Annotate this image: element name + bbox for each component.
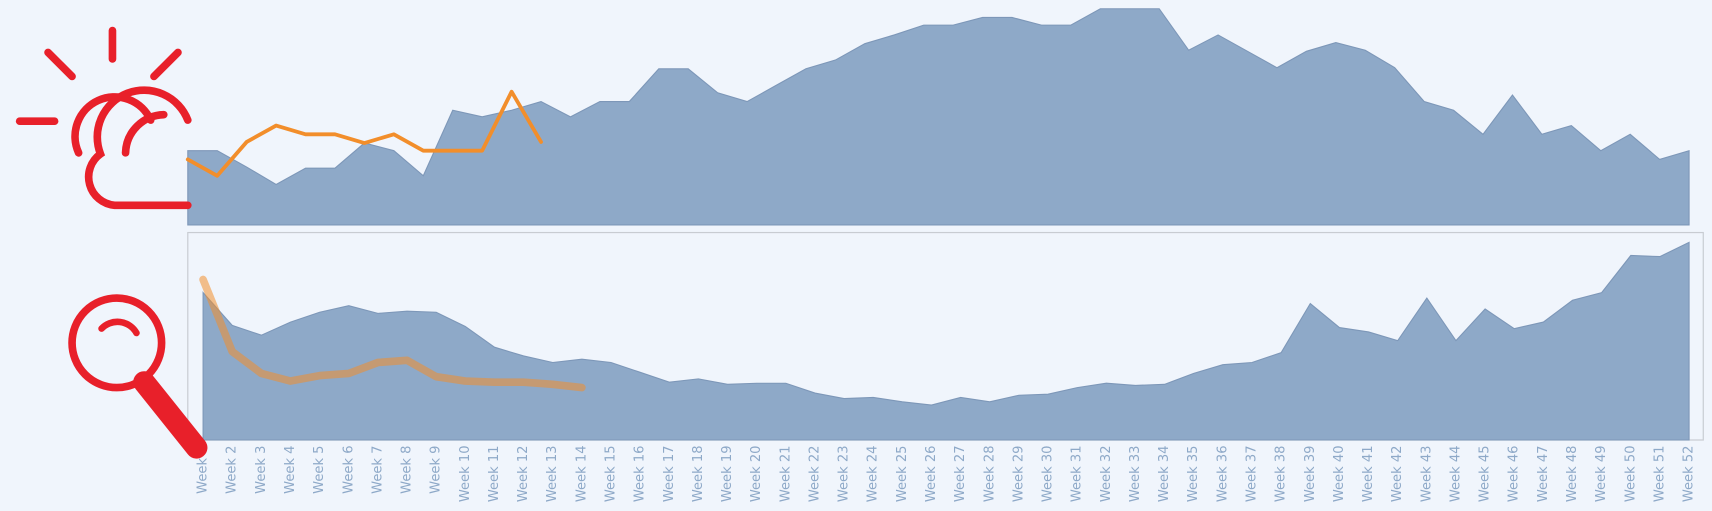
sun-ray — [150, 48, 182, 81]
x-tick-label: Week 5 — [312, 445, 327, 493]
area — [187, 8, 1690, 226]
x-tick-label: Week 35 — [1186, 445, 1201, 502]
x-tick-label: Week 17 — [662, 445, 677, 502]
x-tick-label: Week 42 — [1390, 445, 1405, 502]
x-tick-label: Week 16 — [633, 445, 648, 502]
x-tick-label: Week 21 — [778, 445, 793, 502]
x-tick-label: Week 12 — [516, 445, 531, 502]
x-tick-label: Week 24 — [866, 445, 881, 502]
x-tick-label: Week 9 — [429, 445, 444, 493]
x-tick-label: Week 51 — [1652, 445, 1667, 502]
weather-icon — [15, 26, 192, 210]
x-tick-label: Week 13 — [545, 445, 560, 502]
x-tick-label: Week 2 — [225, 445, 240, 493]
x-tick-label: Week 8 — [400, 445, 415, 493]
search-icon — [68, 294, 208, 459]
x-tick-label: Week 43 — [1419, 445, 1434, 502]
x-tick-label: Week 30 — [1041, 445, 1056, 502]
x-tick-label: Week 36 — [1215, 445, 1230, 502]
x-tick-label: Week 10 — [458, 445, 473, 502]
x-tick-label: Week 47 — [1536, 445, 1551, 502]
x-tick-label: Week 23 — [837, 445, 852, 502]
x-tick-label: Week 27 — [953, 445, 968, 502]
x-tick-label: Week 3 — [254, 445, 269, 493]
x-tick-label: Week 19 — [720, 445, 735, 502]
x-tick-label: Week 52 — [1682, 445, 1697, 502]
x-tick-label: Week 25 — [895, 445, 910, 502]
x-tick-label: Week 34 — [1157, 445, 1172, 502]
handle — [133, 371, 208, 459]
x-tick-label: Week 29 — [1011, 445, 1026, 502]
x-tick-label: Week 28 — [982, 445, 997, 502]
x-tick-label: Week 40 — [1332, 445, 1347, 502]
x-tick-label: Week 4 — [283, 445, 298, 493]
x-tick-label: Week 37 — [1245, 445, 1260, 502]
line — [185, 89, 543, 178]
x-tick-label: Week 18 — [691, 445, 706, 502]
lens — [68, 294, 166, 392]
x-tick-label: Week 45 — [1478, 445, 1493, 502]
x-tick-label: Week 26 — [924, 445, 939, 502]
x-tick-label: Week 50 — [1623, 445, 1638, 502]
x-tick-label: Week 44 — [1448, 445, 1463, 502]
cloud — [84, 86, 192, 210]
x-tick-label: Week 46 — [1507, 445, 1522, 502]
x-tick-label: Week 11 — [487, 445, 502, 502]
x-tick-label: Week 22 — [807, 445, 822, 502]
line — [199, 275, 586, 392]
x-tick-label: Week 33 — [1128, 445, 1143, 502]
x-tick-label: Week 38 — [1274, 445, 1289, 502]
x-tick-label: Week 49 — [1594, 445, 1609, 502]
x-tick-label: Week 32 — [1099, 445, 1114, 502]
x-tick-label: Week 14 — [574, 445, 589, 502]
x-tick-label: Week 15 — [604, 445, 619, 502]
x-tick-label: Week 20 — [749, 445, 764, 502]
x-tick-label: Week 48 — [1565, 445, 1580, 502]
sun-arc — [71, 93, 155, 157]
sun-ray — [44, 48, 76, 81]
lens-glint — [98, 318, 140, 337]
x-tick-label: Week 7 — [370, 445, 385, 493]
x-tick-label: Week 39 — [1303, 445, 1318, 502]
x-tick-label: Week 31 — [1070, 445, 1085, 502]
x-tick-label: Week 6 — [341, 445, 356, 493]
x-tick-label: Week 41 — [1361, 445, 1376, 502]
charts: Week 1 Week 2 Week 3 Week 4 Week 5 Week 6 Week… — [185, 8, 1697, 502]
